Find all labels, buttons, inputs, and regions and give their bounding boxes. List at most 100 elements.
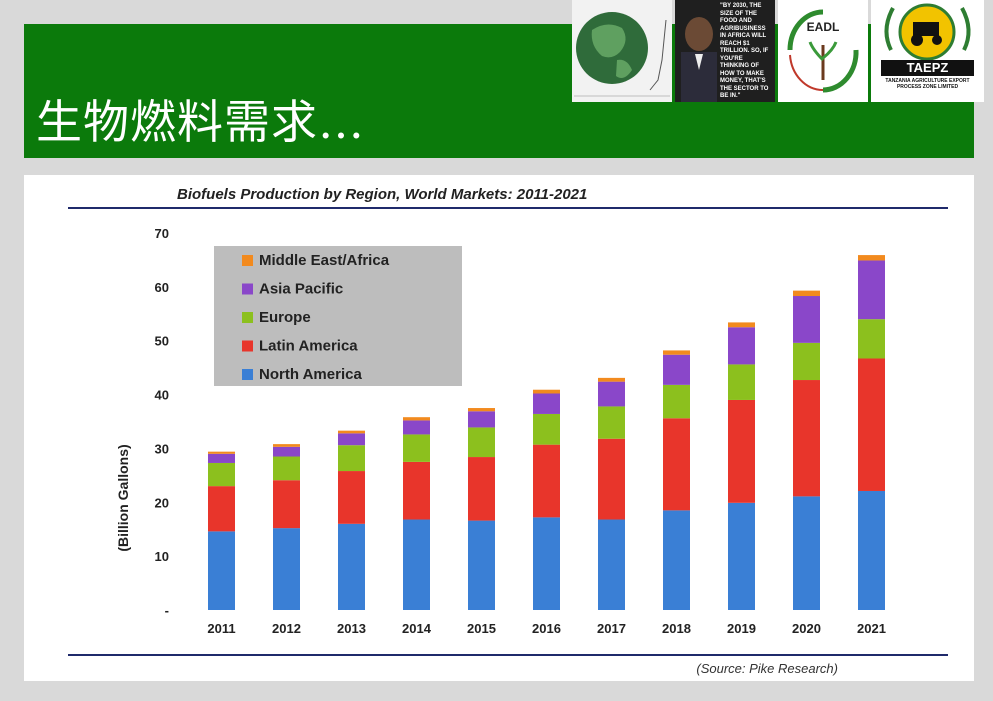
legend: Middle East/Africa Asia Pacific Europe Lati… (214, 246, 462, 386)
x-tick-label: 2018 (662, 621, 691, 636)
bar-europe-2013 (338, 445, 365, 472)
bar-middle-east-africa-2013 (338, 430, 365, 434)
bar-latin-america-2012 (273, 480, 300, 529)
bar-latin-america-2021 (858, 358, 885, 491)
legend-label: Middle East/Africa (259, 252, 390, 269)
bar-north-america-2020 (793, 496, 820, 610)
source-note: (Source: Pike Research) (696, 661, 838, 676)
eadl-logo: EADL (778, 0, 868, 102)
legend-box (214, 246, 462, 386)
bar-asia-pacific-2017 (598, 381, 625, 407)
bar-latin-america-2016 (533, 444, 560, 518)
slide-title: 生物燃料需求… (36, 95, 365, 149)
y-tick-label: 40 (155, 388, 169, 403)
bar-europe-2012 (273, 456, 300, 481)
taepz-logo-subtitle: TANZANIA AGRICULTURE EXPORT PROCESS ZONE… (885, 78, 970, 90)
x-axis-ticks: 2011 2012 2013 2014 2015 2016 2017 2018 2019 2020… (207, 621, 886, 636)
bar-north-america-2012 (273, 528, 300, 610)
y-axis-label: (Billion Gallons) (115, 444, 131, 551)
bar-europe-2017 (598, 406, 625, 439)
bar-latin-america-2017 (598, 438, 625, 520)
bar-north-america-2016 (533, 517, 560, 610)
legend-swatch (242, 283, 253, 295)
bar-asia-pacific-2016 (533, 393, 560, 414)
bar-latin-america-2018 (663, 418, 690, 511)
bar-middle-east-africa-2015 (468, 408, 495, 412)
bar-europe-2016 (533, 413, 560, 445)
bar-asia-pacific-2011 (208, 453, 235, 463)
legend-label: Latin America (259, 338, 358, 355)
chart-title: Biofuels Production by Region, World Mar… (177, 186, 587, 203)
bar-middle-east-africa-2016 (533, 389, 560, 394)
bar-asia-pacific-2018 (663, 354, 690, 385)
bar-north-america-2017 (598, 519, 625, 610)
y-axis-ticks: - 10 20 30 40 50 60 70 (155, 226, 169, 618)
bar-middle-east-africa-2012 (273, 444, 300, 447)
legend-swatch (242, 255, 253, 266)
bar-europe-2014 (403, 434, 430, 462)
bar-middle-east-africa-2020 (793, 290, 820, 297)
x-tick-label: 2020 (792, 621, 821, 636)
y-tick-label: 10 (155, 549, 169, 564)
bar-middle-east-africa-2017 (598, 377, 625, 382)
y-tick-label: 50 (155, 334, 169, 349)
bar-north-america-2019 (728, 502, 755, 610)
x-tick-label: 2011 (207, 621, 235, 636)
x-tick-label: 2021 (857, 621, 886, 636)
bar-latin-america-2019 (728, 399, 755, 503)
bar-asia-pacific-2012 (273, 446, 300, 457)
legend-swatch (242, 340, 253, 352)
y-tick-label: 70 (155, 226, 169, 241)
bar-asia-pacific-2013 (338, 433, 365, 446)
bar-asia-pacific-2019 (728, 327, 755, 365)
globe-chart-image (572, 0, 672, 102)
taepz-logo: TAEPZ TANZANIA AGRICULTURE EXPORT PROCES… (871, 0, 984, 102)
x-tick-label: 2012 (272, 621, 301, 636)
x-tick-label: 2019 (727, 621, 756, 636)
bar-middle-east-africa-2011 (208, 451, 235, 454)
legend-label: Asia Pacific (259, 281, 343, 298)
bar-europe-2020 (793, 342, 820, 381)
legend-label: North America (259, 366, 362, 383)
bar-north-america-2011 (208, 531, 235, 610)
bar-europe-2019 (728, 364, 755, 400)
bar-north-america-2015 (468, 520, 495, 610)
bar-stacks (208, 255, 885, 610)
bar-middle-east-africa-2021 (858, 255, 885, 261)
bar-north-america-2021 (858, 490, 885, 610)
bar-latin-america-2014 (403, 461, 430, 520)
quote-image: "By 2030, the size of the food and agrib… (675, 0, 775, 102)
legend-label: Europe (259, 309, 311, 326)
bar-middle-east-africa-2014 (403, 417, 430, 421)
logo-strip: "By 2030, the size of the food and agrib… (572, 0, 984, 102)
bar-asia-pacific-2014 (403, 420, 430, 435)
bar-europe-2011 (208, 462, 235, 487)
x-tick-label: 2014 (402, 621, 432, 636)
x-tick-label: 2013 (337, 621, 366, 636)
bar-europe-2018 (663, 384, 690, 419)
eadl-logo-text: EADL (806, 20, 840, 34)
y-tick-label: 20 (155, 495, 169, 510)
bar-middle-east-africa-2018 (663, 350, 690, 355)
chart-panel: Biofuels Production by Region, World Mar… (24, 175, 974, 681)
y-tick-label: 30 (155, 441, 169, 456)
bar-europe-2021 (858, 319, 885, 359)
quote-text: "By 2030, the size of the food and agrib… (720, 3, 769, 99)
y-tick-label: 60 (155, 280, 169, 295)
bar-asia-pacific-2015 (468, 411, 495, 428)
bar-middle-east-africa-2019 (728, 322, 755, 328)
bar-latin-america-2013 (338, 471, 365, 524)
bar-latin-america-2011 (208, 486, 235, 532)
legend-swatch (242, 312, 253, 323)
bar-asia-pacific-2020 (793, 296, 820, 343)
taepz-logo-text: TAEPZ (881, 60, 974, 76)
bar-north-america-2018 (663, 510, 690, 610)
bar-europe-2015 (468, 427, 495, 458)
bar-latin-america-2015 (468, 457, 495, 521)
x-tick-label: 2017 (597, 621, 626, 636)
bar-north-america-2014 (403, 519, 430, 610)
x-tick-label: 2015 (467, 621, 496, 636)
biofuels-chart: Biofuels Production by Region, World Mar… (68, 186, 948, 676)
x-tick-label: 2016 (532, 621, 561, 636)
bar-asia-pacific-2021 (858, 260, 885, 320)
